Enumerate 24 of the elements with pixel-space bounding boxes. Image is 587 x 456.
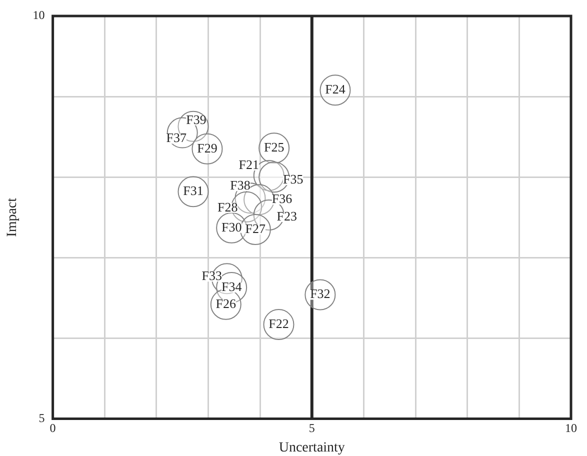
annotation: F37 xyxy=(166,130,187,146)
annotation: F26 xyxy=(216,296,236,311)
x-axis-title: Uncertainty xyxy=(278,440,345,456)
y-axis-title: Impact xyxy=(5,198,20,237)
annotation: F23 xyxy=(276,208,298,224)
annotation: F25 xyxy=(264,140,284,155)
annotation: F29 xyxy=(197,140,218,156)
annotation: F36 xyxy=(272,191,293,206)
annotation: F35 xyxy=(282,172,304,187)
annotation: F32 xyxy=(310,286,330,302)
x-tick-label: 0 xyxy=(50,421,56,436)
annotation: F39 xyxy=(186,112,206,127)
annotation: F31 xyxy=(183,183,204,198)
annotation: F22 xyxy=(268,316,289,331)
annotation: F28 xyxy=(217,199,238,214)
x-tick-label: 5 xyxy=(308,421,315,436)
annotation: F27 xyxy=(245,220,266,236)
annotation: F30 xyxy=(221,219,242,234)
x-tick-label: 10 xyxy=(565,421,577,436)
annotation: F33 xyxy=(202,268,222,284)
annotation: F38 xyxy=(230,177,250,192)
annotation: F21 xyxy=(238,156,260,172)
annotation: F34 xyxy=(221,278,242,294)
annotation: F24 xyxy=(325,82,346,97)
